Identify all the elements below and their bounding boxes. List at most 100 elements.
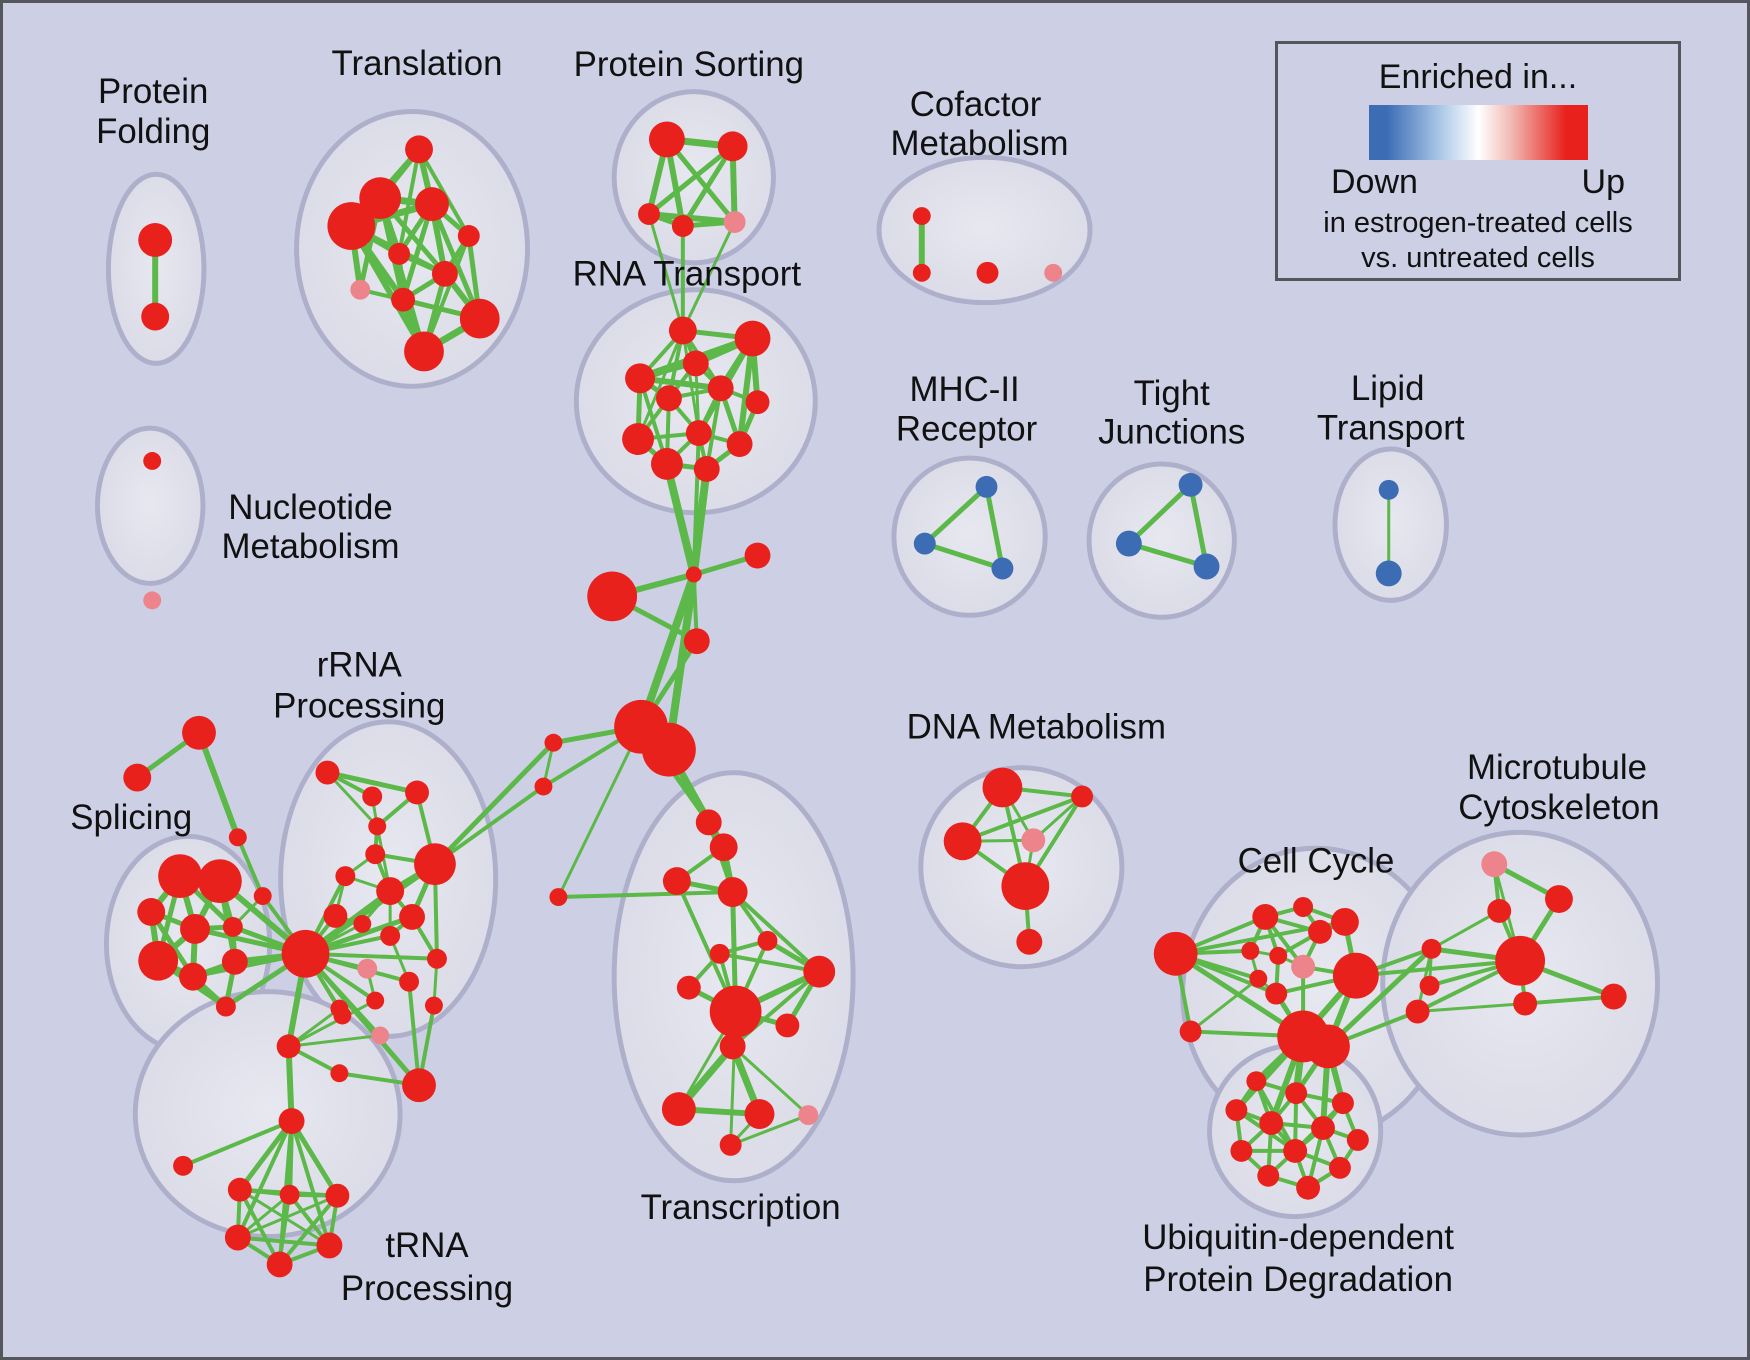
gene-set-node-rr20: [371, 1026, 390, 1045]
gene-set-node-mt8: [1405, 999, 1430, 1024]
gene-set-node-rt9: [726, 431, 753, 457]
network-edge: [287, 1033, 382, 1048]
gene-set-node-cc8: [1249, 969, 1268, 988]
gene-set-node-rr13: [399, 971, 420, 992]
gene-set-node-rr10: [353, 914, 372, 933]
cluster-label: Protein Degradation: [1143, 1260, 1453, 1299]
cluster-label: RNA Transport: [573, 254, 802, 293]
cluster-label: rRNA: [317, 646, 403, 685]
cluster-label: Protein Sorting: [574, 45, 804, 84]
gene-set-node-nm0: [143, 452, 162, 470]
legend-endpoints: Down Up: [1331, 163, 1625, 201]
gene-set-node-cc10: [1332, 952, 1379, 999]
gene-set-node-ub5: [1311, 1116, 1335, 1140]
gene-set-node-cn8: [549, 888, 568, 906]
network-edge: [1523, 994, 1616, 1006]
gene-set-node-mt4: [1495, 935, 1546, 986]
network-edge: [289, 1118, 340, 1199]
gene-set-node-tl3: [327, 202, 376, 250]
gene-set-node-tx14: [719, 1133, 742, 1156]
gene-set-node-pf0: [138, 223, 173, 257]
cluster-label: Cell Cycle: [1238, 842, 1395, 881]
network-edge: [303, 951, 422, 1088]
gene-set-node-rr12: [357, 958, 378, 979]
gene-set-node-rt0: [668, 316, 697, 345]
gene-set-node-sp3: [180, 913, 210, 944]
gene-set-node-rr0: [315, 760, 340, 785]
gene-set-node-cc11: [1179, 1020, 1202, 1043]
gene-set-node-ps1: [717, 131, 748, 162]
network-edge: [407, 979, 422, 1088]
gene-set-node-tn7: [266, 1251, 293, 1278]
gene-set-node-rt5: [707, 375, 734, 402]
gene-set-node-mh2: [991, 557, 1014, 580]
gene-set-node-ps4: [723, 211, 746, 233]
gene-set-node-tx13: [798, 1105, 819, 1126]
gene-set-node-rr15: [366, 991, 385, 1010]
gene-set-node-tn2: [227, 1177, 252, 1202]
gene-set-node-tj0: [1178, 472, 1203, 497]
gene-set-node-tx4: [757, 930, 778, 951]
gene-set-node-nm1: [143, 591, 162, 610]
gene-set-node-tn4: [325, 1183, 350, 1208]
network-edge: [704, 386, 723, 471]
gene-set-node-ub6: [1346, 1129, 1369, 1151]
network-edge: [729, 1113, 810, 1147]
gene-set-node-sp0: [158, 854, 202, 899]
gene-set-node-mt5: [1419, 975, 1440, 996]
gene-set-node-tl8: [391, 287, 416, 312]
network-edge: [196, 729, 241, 841]
network-edge: [325, 771, 379, 828]
network-edge: [289, 1119, 332, 1248]
gene-set-node-mt3: [1421, 938, 1442, 959]
network-edge: [556, 725, 643, 899]
legend-subtitle-line1: in estrogen-treated cells: [1323, 207, 1633, 239]
cluster-label: Receptor: [896, 410, 1038, 449]
network-edge: [1430, 909, 1501, 951]
gene-set-node-rr3: [368, 817, 387, 836]
cluster-label: Nucleotide: [228, 488, 393, 527]
cluster-label: Transcription: [641, 1188, 841, 1227]
network-edge: [235, 835, 265, 899]
gene-set-node-dm4: [1001, 862, 1050, 910]
gene-set-node-ps3: [671, 215, 694, 237]
gene-set-node-cf1: [912, 263, 931, 282]
gene-set-node-rt1: [734, 320, 771, 357]
network-edge: [922, 541, 1005, 571]
gene-set-node-tl4: [457, 225, 480, 247]
gene-set-node-ub3: [1225, 1099, 1248, 1122]
gene-set-node-cn6: [544, 733, 563, 752]
cluster-ellipse-trna-processing: [132, 989, 403, 1240]
gene-set-node-rr1: [362, 786, 383, 807]
gene-set-node-rt6: [745, 390, 770, 415]
cluster-ellipse-cofactor-metabolism: [876, 154, 1093, 306]
legend-gradient-bar: [1368, 105, 1588, 160]
gene-set-node-ps2: [638, 203, 660, 226]
gene-set-node-ub11: [1296, 1175, 1321, 1200]
network-edge: [717, 951, 822, 974]
gene-set-node-mt1: [1545, 885, 1573, 913]
network-edge: [236, 1194, 339, 1240]
cluster-label: Lipid: [1351, 369, 1425, 408]
gene-set-node-rt4: [655, 385, 682, 412]
gene-set-node-tx5: [709, 943, 730, 964]
gene-set-node-rr6: [414, 843, 456, 886]
gene-set-node-ub8: [1283, 1138, 1308, 1163]
gene-set-node-dm5: [1016, 928, 1043, 955]
gene-set-node-cc13: [1306, 1024, 1350, 1069]
network-edge: [731, 1044, 810, 1117]
legend-title: Enriched in...: [1378, 58, 1578, 96]
gene-set-node-cf0: [912, 207, 931, 226]
gene-set-node-dm3: [1021, 828, 1046, 853]
gene-set-node-ub9: [1328, 1156, 1351, 1179]
gene-set-node-tx9: [775, 1013, 800, 1038]
gene-set-node-sp2: [137, 898, 166, 926]
cluster-label: Processing: [341, 1269, 513, 1308]
gene-set-node-tn6: [316, 1232, 343, 1259]
network-edge: [662, 459, 698, 579]
gene-set-node-rr22: [333, 1006, 352, 1025]
gene-set-node-tl1: [359, 177, 402, 220]
gene-set-node-cc9: [1265, 982, 1288, 1005]
network-edge: [432, 784, 546, 867]
